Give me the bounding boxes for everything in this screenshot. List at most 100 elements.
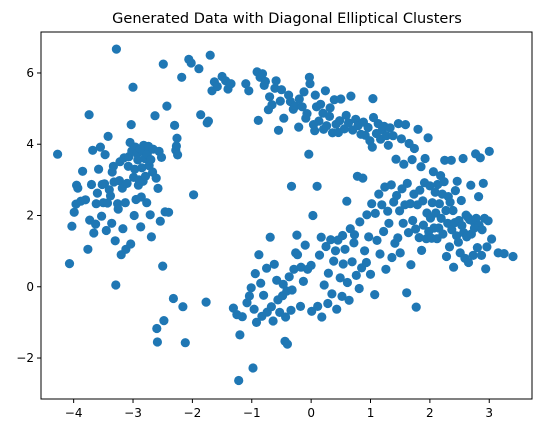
plot-frame bbox=[40, 31, 533, 400]
data-point bbox=[319, 280, 329, 290]
data-point bbox=[178, 302, 188, 312]
data-point bbox=[349, 238, 359, 248]
data-point bbox=[471, 213, 481, 223]
x-tick-label: −2 bbox=[184, 406, 202, 420]
data-point bbox=[269, 259, 279, 269]
data-point bbox=[189, 190, 199, 200]
data-point bbox=[300, 240, 310, 250]
y-tick-label: −2 bbox=[16, 351, 34, 365]
data-point bbox=[337, 291, 347, 301]
data-point bbox=[122, 178, 132, 188]
data-point bbox=[414, 233, 424, 243]
data-point bbox=[386, 180, 396, 190]
data-point bbox=[145, 210, 155, 220]
data-point bbox=[476, 250, 487, 260]
data-point bbox=[246, 283, 256, 293]
data-point bbox=[478, 178, 488, 188]
data-point bbox=[477, 225, 487, 235]
data-point bbox=[292, 230, 302, 240]
data-point bbox=[126, 239, 136, 249]
data-point bbox=[173, 150, 183, 160]
data-point bbox=[370, 208, 380, 218]
data-point bbox=[172, 133, 182, 143]
data-point bbox=[396, 134, 406, 144]
data-point bbox=[317, 312, 327, 322]
data-point bbox=[313, 301, 323, 311]
data-point bbox=[395, 248, 405, 258]
data-point bbox=[295, 301, 306, 311]
data-point bbox=[241, 79, 251, 89]
data-point bbox=[314, 116, 324, 126]
data-point bbox=[158, 261, 168, 271]
data-point bbox=[84, 110, 94, 120]
data-point bbox=[316, 99, 326, 109]
data-point bbox=[436, 213, 446, 223]
data-point bbox=[259, 290, 269, 300]
data-point bbox=[152, 323, 162, 334]
data-point bbox=[244, 291, 254, 301]
data-point bbox=[103, 131, 113, 141]
data-point bbox=[142, 198, 152, 208]
data-point bbox=[383, 140, 393, 150]
data-point bbox=[425, 181, 435, 191]
data-point bbox=[463, 257, 474, 268]
data-point bbox=[360, 246, 370, 256]
data-point bbox=[409, 143, 419, 154]
data-point bbox=[358, 173, 368, 183]
data-point bbox=[159, 316, 169, 326]
data-point bbox=[338, 259, 348, 269]
x-tick-label: 3 bbox=[485, 406, 493, 420]
data-point bbox=[105, 191, 116, 201]
data-point bbox=[146, 232, 156, 242]
data-point bbox=[349, 230, 360, 240]
data-point bbox=[322, 121, 332, 131]
data-point bbox=[391, 154, 401, 164]
data-point bbox=[265, 232, 275, 242]
data-point bbox=[136, 192, 146, 202]
data-point bbox=[226, 79, 236, 89]
data-point bbox=[253, 115, 263, 125]
x-tick-label: 2 bbox=[426, 406, 434, 420]
data-point bbox=[69, 207, 79, 217]
x-tick-label: 1 bbox=[367, 406, 375, 420]
data-point bbox=[114, 176, 124, 186]
data-point bbox=[405, 199, 415, 209]
data-point bbox=[254, 250, 264, 260]
data-point bbox=[370, 290, 380, 300]
data-point bbox=[483, 216, 493, 226]
data-point bbox=[108, 161, 118, 171]
data-point bbox=[111, 44, 121, 54]
data-point bbox=[445, 197, 455, 207]
data-point bbox=[94, 164, 104, 174]
data-point bbox=[86, 179, 97, 190]
data-point bbox=[290, 101, 300, 111]
data-point bbox=[379, 226, 389, 237]
data-point bbox=[92, 188, 102, 198]
data-point bbox=[308, 210, 318, 221]
data-point bbox=[340, 244, 350, 254]
data-point bbox=[411, 302, 421, 312]
data-point bbox=[381, 131, 392, 141]
data-point bbox=[136, 222, 146, 232]
data-point bbox=[420, 153, 430, 164]
data-point bbox=[438, 229, 448, 239]
data-point bbox=[171, 141, 181, 151]
data-point bbox=[91, 219, 101, 229]
data-point bbox=[180, 338, 190, 348]
data-point bbox=[130, 164, 140, 174]
data-point bbox=[111, 280, 121, 290]
data-point bbox=[286, 305, 296, 315]
data-point bbox=[427, 198, 437, 208]
data-point bbox=[140, 171, 151, 181]
data-point bbox=[298, 276, 308, 286]
data-point bbox=[314, 250, 325, 260]
data-point bbox=[237, 312, 247, 322]
data-point bbox=[444, 242, 455, 252]
data-point bbox=[267, 100, 277, 110]
data-point bbox=[341, 110, 351, 120]
data-point bbox=[384, 218, 394, 228]
data-point bbox=[343, 118, 354, 128]
x-tick-label: −1 bbox=[243, 406, 261, 420]
data-point bbox=[430, 187, 440, 197]
data-point bbox=[281, 312, 291, 322]
